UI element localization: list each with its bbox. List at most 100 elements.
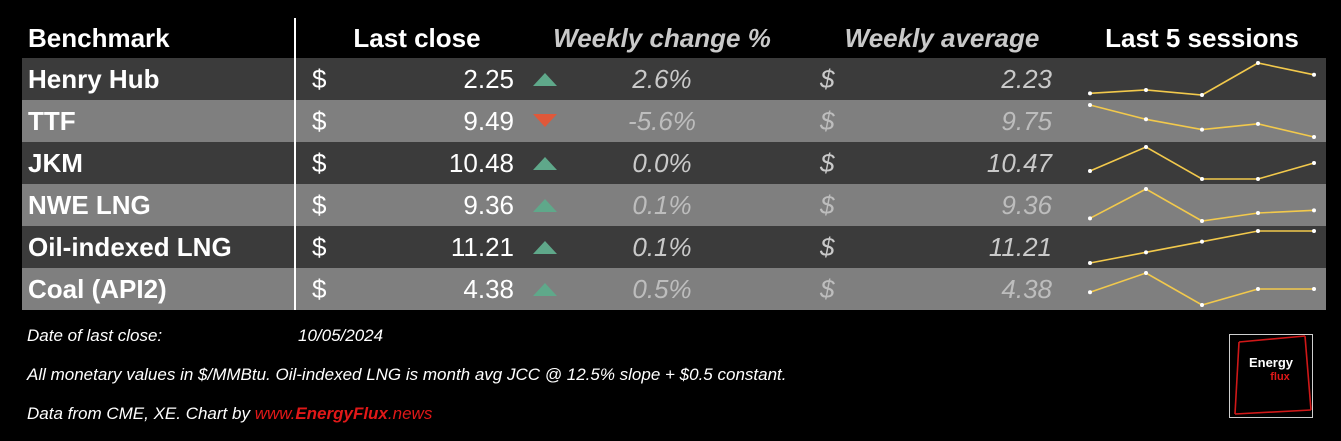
sparkline-point bbox=[1256, 287, 1260, 291]
sparkline-line bbox=[1089, 230, 1314, 264]
currency-symbol: $ bbox=[312, 189, 327, 220]
brand-name: EnergyFlux bbox=[295, 404, 388, 423]
weekly-change-value: 0.5% bbox=[632, 273, 692, 304]
weekly-average-value: 4.38 bbox=[1001, 273, 1052, 304]
brand-www: www. bbox=[254, 404, 296, 423]
weekly-average-value: 2.23 bbox=[1001, 63, 1052, 94]
sparkline-line bbox=[1089, 146, 1315, 180]
up-arrow-icon bbox=[530, 226, 560, 268]
sparkline bbox=[1088, 226, 1320, 268]
sparkline-point bbox=[1312, 72, 1316, 77]
avg-currency-symbol: $ bbox=[820, 189, 835, 220]
sparkline-point bbox=[1312, 287, 1316, 291]
source-line: Data from CME, XE. Chart by www.EnergyFl… bbox=[27, 404, 432, 424]
sparkline-point bbox=[1144, 145, 1148, 149]
sparkline-point bbox=[1088, 290, 1092, 295]
header-benchmark: Benchmark bbox=[28, 22, 170, 53]
sparkline-line bbox=[1089, 104, 1315, 138]
header-weekly-change: Weekly change % bbox=[553, 22, 771, 53]
sparkline-point bbox=[1256, 211, 1260, 215]
sparkline-point bbox=[1088, 261, 1092, 265]
currency-symbol: $ bbox=[312, 231, 327, 262]
sparkline-line bbox=[1089, 188, 1315, 222]
avg-currency-symbol: $ bbox=[820, 63, 835, 94]
sparkline-point bbox=[1144, 271, 1148, 275]
sparkline bbox=[1088, 268, 1320, 310]
benchmark-table: Benchmark Last close Weekly change % Wee… bbox=[22, 18, 1326, 310]
sparkline-point bbox=[1312, 208, 1316, 213]
sparkline-point bbox=[1088, 216, 1092, 221]
table-row: TTF $9.49 -5.6% $9.75 bbox=[22, 100, 1326, 142]
weekly-average-value: 11.21 bbox=[988, 231, 1052, 262]
sparkline-point bbox=[1200, 127, 1204, 132]
date-label: Date of last close: bbox=[27, 326, 163, 345]
weekly-change-value: 0.1% bbox=[632, 189, 692, 220]
sparkline-point bbox=[1312, 135, 1316, 139]
source-prefix: Data from CME, XE. Chart by bbox=[27, 404, 250, 423]
table-row: JKM $10.48 0.0% $10.47 bbox=[22, 142, 1326, 184]
brand-link[interactable]: www.EnergyFlux.news bbox=[255, 404, 433, 423]
sparkline-point bbox=[1200, 177, 1204, 181]
sparkline bbox=[1088, 142, 1320, 184]
footnote: All monetary values in $/MMBtu. Oil-inde… bbox=[27, 365, 787, 384]
weekly-change-value: 2.6% bbox=[632, 63, 692, 94]
last-close-value: 2.25 bbox=[463, 63, 514, 94]
last-close-value: 9.36 bbox=[463, 189, 514, 220]
sparkline bbox=[1088, 58, 1320, 100]
avg-currency-symbol: $ bbox=[820, 105, 835, 136]
benchmark-name: Coal (API2) bbox=[28, 273, 167, 304]
header-last-close: Last close bbox=[353, 22, 481, 53]
sparkline-point bbox=[1200, 303, 1204, 307]
currency-symbol: $ bbox=[312, 105, 327, 136]
benchmark-name: Oil-indexed LNG bbox=[28, 231, 232, 262]
sparkline-point bbox=[1256, 229, 1260, 233]
currency-symbol: $ bbox=[312, 147, 327, 178]
logo-line1: Energy bbox=[1249, 355, 1294, 370]
table-row: NWE LNG $9.36 0.1% $9.36 bbox=[22, 184, 1326, 226]
benchmark-name: NWE LNG bbox=[28, 189, 151, 220]
sparkline-point bbox=[1144, 250, 1148, 255]
sparkline-point bbox=[1144, 117, 1148, 122]
sparkline-point bbox=[1312, 229, 1316, 233]
sparkline-point bbox=[1256, 121, 1260, 126]
weekly-change-value: 0.0% bbox=[632, 147, 692, 178]
weekly-change-value: 0.1% bbox=[632, 231, 692, 262]
column-divider bbox=[294, 18, 296, 310]
weekly-average-value: 9.75 bbox=[1001, 105, 1052, 136]
logo-frame: Energy flux bbox=[1229, 334, 1313, 418]
logo-line2: flux bbox=[1270, 371, 1290, 383]
sparkline-point bbox=[1200, 219, 1204, 223]
sparkline-line bbox=[1089, 272, 1314, 306]
sparkline-point bbox=[1144, 87, 1148, 92]
sparkline bbox=[1088, 184, 1320, 226]
benchmark-name: JKM bbox=[28, 147, 83, 178]
date-value: 10/05/2024 bbox=[298, 326, 384, 345]
benchmark-name: Henry Hub bbox=[28, 63, 160, 94]
table-body: Henry Hub $2.25 2.6% $2.23 TTF $9.49 -5.6% $9.7… bbox=[22, 58, 1326, 310]
sparkline-point bbox=[1256, 177, 1260, 181]
up-arrow-icon bbox=[530, 58, 560, 100]
table-row: Coal (API2) $4.38 0.5% $4.38 bbox=[22, 268, 1326, 310]
last-close-value: 11.21 bbox=[450, 231, 514, 262]
avg-currency-symbol: $ bbox=[820, 147, 835, 178]
down-arrow-icon bbox=[530, 100, 560, 142]
table-header: Benchmark Last close Weekly change % Wee… bbox=[22, 18, 1326, 58]
weekly-average-value: 10.47 bbox=[986, 147, 1052, 178]
currency-symbol: $ bbox=[312, 63, 327, 94]
last-close-value: 10.48 bbox=[448, 147, 514, 178]
benchmark-name: TTF bbox=[28, 105, 76, 136]
sparkline-point bbox=[1256, 61, 1260, 65]
sparkline-line bbox=[1089, 62, 1315, 96]
sparkline-point bbox=[1088, 169, 1092, 173]
table-row: Henry Hub $2.25 2.6% $2.23 bbox=[22, 58, 1326, 100]
sparkline-point bbox=[1144, 187, 1148, 191]
up-arrow-icon bbox=[530, 268, 560, 310]
sparkline-point bbox=[1200, 239, 1204, 244]
up-arrow-icon bbox=[530, 142, 560, 184]
sparkline bbox=[1088, 100, 1320, 142]
up-arrow-icon bbox=[530, 184, 560, 226]
sparkline-point bbox=[1088, 91, 1092, 96]
avg-currency-symbol: $ bbox=[820, 273, 835, 304]
avg-currency-symbol: $ bbox=[820, 231, 835, 262]
sparkline-point bbox=[1088, 103, 1092, 107]
